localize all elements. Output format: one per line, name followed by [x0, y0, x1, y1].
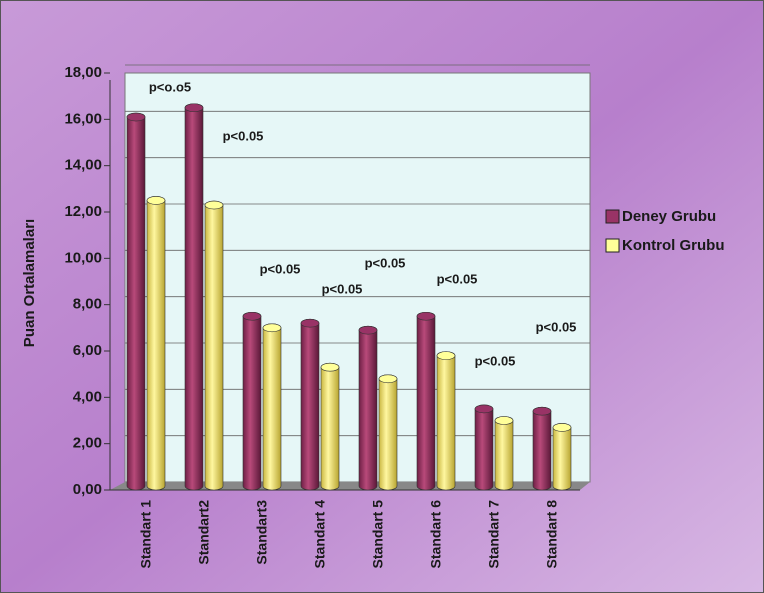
y-tick-label: 8,00 [73, 296, 102, 313]
bar-top [474, 404, 494, 414]
bar-top [436, 351, 456, 360]
annotation: p<0.05 [223, 128, 264, 143]
y-tick-label: 4,00 [73, 388, 102, 405]
y-tick-label: 6,00 [73, 342, 102, 359]
x-tick-label: Standart 7 [486, 500, 502, 569]
x-tick-label: Standart2 [196, 500, 212, 565]
y-tick-label: 16,00 [64, 110, 102, 127]
bar [436, 351, 456, 491]
bar [300, 318, 320, 491]
x-tick-label: Standart 1 [138, 500, 154, 569]
legend-swatch [605, 209, 620, 224]
y-tick-label: 14,00 [64, 157, 102, 174]
plot-floor [110, 482, 590, 490]
bar-top [494, 416, 514, 425]
annotation: p<0.05 [536, 319, 577, 334]
legend-label: Deney Grubu [622, 208, 716, 225]
bar-top [184, 103, 204, 113]
bar [184, 103, 204, 491]
annotation: p<0.05 [260, 261, 301, 276]
bar-top [416, 311, 436, 321]
bar-top [126, 112, 146, 122]
annotation: p<0.05 [322, 281, 363, 296]
bar [262, 323, 282, 491]
annotation: p<0.05 [365, 255, 406, 270]
bar-top [262, 323, 282, 333]
legend-label: Kontrol Grubu [622, 237, 724, 254]
y-tick-label: 10,00 [64, 249, 102, 266]
bar [242, 311, 262, 491]
bar [378, 374, 398, 491]
bar [532, 406, 552, 491]
annotation: p<0.05 [437, 271, 478, 286]
bar-top [532, 406, 552, 416]
x-tick-label: Standart 6 [428, 500, 444, 569]
bar [146, 196, 166, 491]
bar-top [552, 423, 572, 432]
bar [320, 362, 340, 491]
y-tick-label: 18,00 [64, 64, 102, 81]
bar-top [320, 362, 340, 372]
y-tick-label: 0,00 [73, 481, 102, 498]
bar-top [300, 318, 320, 328]
x-tick-label: Standart 4 [312, 500, 328, 569]
y-tick-label: 12,00 [64, 203, 102, 220]
x-tick-label: Standart 8 [544, 500, 560, 569]
bar-top [204, 200, 224, 210]
bar [204, 200, 224, 491]
legend-swatch [605, 238, 620, 253]
bar [126, 112, 146, 491]
bar [552, 423, 572, 491]
bar [358, 325, 378, 491]
bar-top [358, 325, 378, 335]
bar-top [146, 196, 166, 205]
y-axis-label: Puan Ortalamaları [21, 219, 38, 347]
bar [416, 311, 436, 491]
annotation: p<0.05 [475, 353, 516, 368]
x-tick-label: Standart3 [254, 500, 270, 565]
bar [474, 404, 494, 491]
y-tick-label: 2,00 [73, 435, 102, 452]
bar-top [242, 311, 262, 321]
bar-top [378, 374, 398, 384]
x-tick-label: Standart 5 [370, 500, 386, 569]
bar [494, 416, 514, 491]
annotation: p<o.o5 [149, 79, 191, 94]
